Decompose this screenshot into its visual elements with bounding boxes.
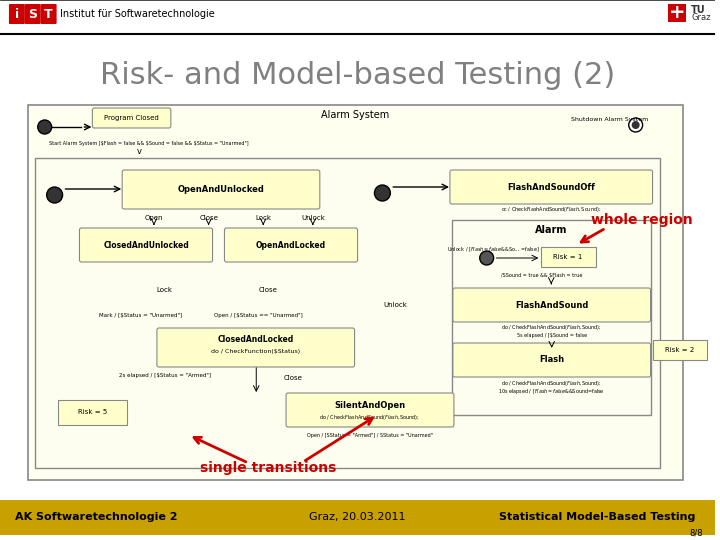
Text: Open / [SStatus = "Armed"] / SStatus = "Unarmed": Open / [SStatus = "Armed"] / SStatus = "… (307, 433, 433, 437)
Text: T: T (45, 8, 53, 21)
Text: Program Closed: Program Closed (104, 115, 159, 121)
Text: Shutdown Alarm System: Shutdown Alarm System (571, 118, 648, 123)
Text: Unlock / [$Flash=false && $So... =false]: Unlock / [$Flash=false && $So... =false] (447, 246, 539, 254)
Text: Lock: Lock (156, 287, 172, 293)
FancyBboxPatch shape (668, 4, 686, 22)
Text: 8/8: 8/8 (690, 529, 703, 537)
Circle shape (374, 185, 390, 201)
Text: Risk- and Model-based Testing (2): Risk- and Model-based Testing (2) (100, 60, 615, 90)
FancyBboxPatch shape (452, 220, 651, 415)
Text: 2s elapsed / [$Status = "Armed"]: 2s elapsed / [$Status = "Armed"] (120, 373, 211, 377)
FancyBboxPatch shape (24, 4, 41, 24)
Text: Graz: Graz (691, 12, 711, 22)
Text: Statistical Model-Based Testing: Statistical Model-Based Testing (499, 512, 696, 522)
Text: Alarm: Alarm (535, 225, 567, 235)
FancyBboxPatch shape (157, 328, 354, 367)
Text: Close: Close (284, 375, 302, 381)
Text: S: S (28, 8, 37, 21)
Text: 10s elapsed / [$Flash=false && $Sound=false: 10s elapsed / [$Flash=false && $Sound=fa… (498, 387, 605, 395)
Text: ClosedAndLocked: ClosedAndLocked (217, 335, 294, 345)
FancyBboxPatch shape (225, 228, 358, 262)
FancyBboxPatch shape (79, 228, 212, 262)
Circle shape (629, 118, 643, 132)
Text: FlashAndSound: FlashAndSound (515, 300, 588, 309)
FancyBboxPatch shape (541, 247, 596, 267)
Text: Risk = 1: Risk = 1 (554, 254, 582, 260)
Text: FlashAndSoundOff: FlashAndSoundOff (508, 183, 595, 192)
FancyBboxPatch shape (286, 393, 454, 427)
FancyBboxPatch shape (453, 288, 651, 322)
FancyBboxPatch shape (652, 340, 707, 360)
Text: do / CheckFlashAndSound($Flash, $Sound);: do / CheckFlashAndSound($Flash, $Sound); (501, 323, 602, 333)
Text: Open / [$Status == "Unarmed"]: Open / [$Status == "Unarmed"] (214, 313, 302, 318)
Text: TU: TU (691, 5, 706, 15)
Text: v: v (137, 147, 142, 157)
FancyBboxPatch shape (58, 400, 127, 425)
Text: Unlock: Unlock (301, 215, 325, 221)
Circle shape (37, 120, 52, 134)
Text: do / CheckFlashAndSound($Flash, $Sound);: do / CheckFlashAndSound($Flash, $Sound); (501, 379, 602, 388)
FancyBboxPatch shape (0, 500, 8, 535)
Text: Graz, 20.03.2011: Graz, 20.03.2011 (310, 512, 406, 522)
Text: Flash: Flash (539, 355, 564, 364)
Text: SilentAndOpen: SilentAndOpen (334, 401, 405, 409)
FancyBboxPatch shape (453, 343, 651, 377)
Circle shape (480, 251, 494, 265)
Text: Alarm System: Alarm System (321, 110, 390, 120)
Text: do / CheckFlashAndSound($Flash,$Sound);: do / CheckFlashAndSound($Flash,$Sound); (320, 413, 420, 422)
FancyBboxPatch shape (0, 0, 715, 38)
FancyBboxPatch shape (0, 500, 715, 535)
Text: Unlock: Unlock (383, 302, 408, 308)
Text: Risk = 5: Risk = 5 (78, 409, 107, 415)
FancyBboxPatch shape (28, 105, 683, 480)
Circle shape (47, 187, 63, 203)
Text: cc / CheckFlashAndSound($Flash, $Sound);: cc / CheckFlashAndSound($Flash, $Sound); (501, 206, 601, 214)
Text: Close: Close (199, 215, 218, 221)
Text: whole region: whole region (591, 213, 693, 227)
Text: 5s elapsed / [$Sound = false: 5s elapsed / [$Sound = false (517, 334, 587, 339)
Text: do / CheckFunction($Status): do / CheckFunction($Status) (211, 349, 300, 354)
Text: Mark / [$Status = "Unarmed"]: Mark / [$Status = "Unarmed"] (99, 313, 182, 318)
Text: Lock: Lock (255, 215, 271, 221)
Text: Start Alarm System [$Flash = false && $Sound = false && $Status = "Unarmed"]: Start Alarm System [$Flash = false && $S… (49, 140, 249, 145)
Text: AK Softwaretechnologie 2: AK Softwaretechnologie 2 (15, 512, 177, 522)
Text: single transitions: single transitions (200, 461, 336, 475)
Text: Risk = 2: Risk = 2 (665, 347, 694, 353)
Text: /SSound = true && $Flash = true: /SSound = true && $Flash = true (500, 273, 582, 278)
FancyBboxPatch shape (122, 170, 320, 209)
Text: +: + (669, 3, 685, 23)
FancyBboxPatch shape (9, 4, 24, 24)
FancyBboxPatch shape (450, 170, 652, 204)
FancyBboxPatch shape (35, 158, 660, 468)
Circle shape (631, 121, 639, 129)
Text: OpenAndLocked: OpenAndLocked (256, 240, 326, 249)
Text: OpenAndUnlocked: OpenAndUnlocked (178, 185, 264, 194)
Text: Institut für Softwaretechnologie: Institut für Softwaretechnologie (60, 9, 215, 19)
Text: Open: Open (145, 215, 163, 221)
Text: ClosedAndUnlocked: ClosedAndUnlocked (103, 240, 189, 249)
Text: i: i (15, 8, 19, 21)
FancyBboxPatch shape (41, 4, 57, 24)
FancyBboxPatch shape (92, 108, 171, 128)
Text: Close: Close (258, 287, 278, 293)
